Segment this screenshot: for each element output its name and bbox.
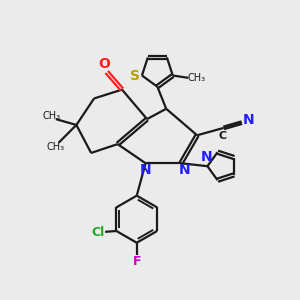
Text: C: C (218, 131, 226, 141)
Text: CH₃: CH₃ (42, 111, 60, 121)
Text: N: N (201, 150, 213, 164)
Text: F: F (133, 255, 141, 268)
Text: S: S (130, 68, 140, 83)
Text: Cl: Cl (92, 226, 105, 239)
Text: O: O (98, 57, 110, 71)
Text: N: N (140, 163, 152, 177)
Text: N: N (242, 113, 254, 127)
Text: N: N (178, 163, 190, 177)
Text: CH₃: CH₃ (187, 74, 206, 83)
Text: CH₃: CH₃ (47, 142, 65, 152)
